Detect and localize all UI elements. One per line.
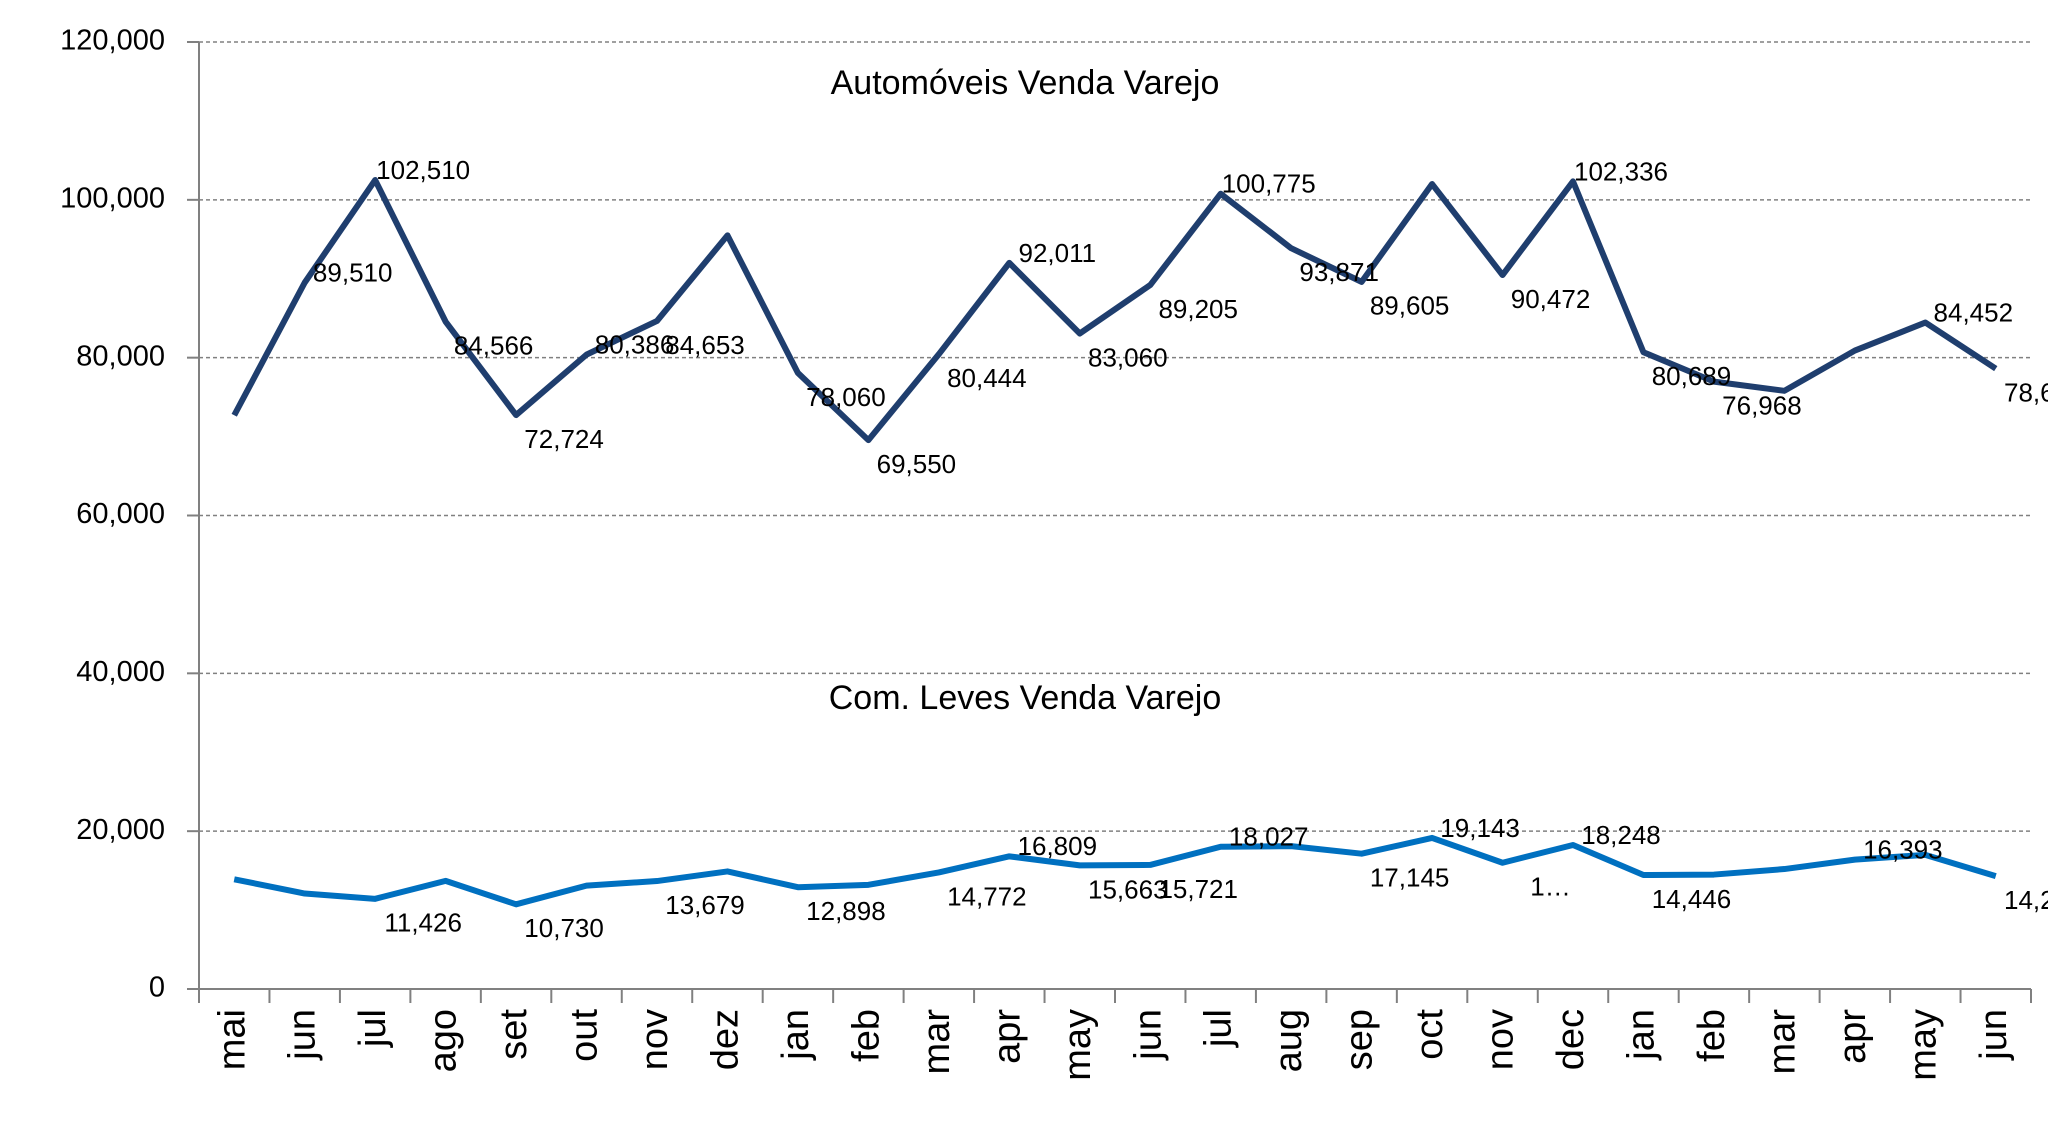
y-tick-label: 120,000: [60, 25, 165, 57]
x-tick-label: dez: [704, 1009, 746, 1070]
data-label: 100,775: [1222, 169, 1316, 199]
x-tick-label: apr: [1832, 1009, 1874, 1064]
data-label: 16,809: [1018, 831, 1098, 861]
x-tick-label: may: [1057, 1009, 1099, 1081]
data-label: 14,446: [1652, 884, 1732, 914]
data-label: 15,663: [1088, 874, 1168, 904]
data-label: 80,689: [1652, 361, 1732, 391]
data-label: 78,060: [806, 382, 886, 412]
x-tick-label: jan: [775, 1009, 817, 1061]
x-tick-label: ago: [423, 1009, 465, 1072]
data-label: 17,145: [1370, 863, 1450, 893]
data-label: 89,205: [1158, 294, 1238, 324]
data-label: 84,452: [1934, 297, 2014, 327]
x-tick-label: sep: [1339, 1009, 1381, 1070]
data-label: 10,730: [524, 913, 604, 943]
data-label: 18,027: [1229, 822, 1309, 852]
x-tick-label: jun: [282, 1009, 324, 1061]
data-label: 15,721: [1158, 874, 1238, 904]
x-tick-label: dec: [1550, 1009, 1592, 1070]
x-tick-label: jun: [1973, 1009, 2015, 1061]
x-tick-label: mai: [211, 1009, 253, 1070]
x-tick-label: jul: [352, 1009, 394, 1048]
y-tick-label: 0: [149, 972, 165, 1004]
data-label: 18,248: [1581, 820, 1661, 850]
data-label: 12,898: [806, 896, 886, 926]
data-label: 14,297: [2004, 885, 2048, 915]
data-label: 84,653: [665, 330, 745, 360]
y-tick-label: 100,000: [60, 182, 165, 214]
data-label: 90,472: [1511, 284, 1591, 314]
y-tick-label: 80,000: [76, 340, 165, 372]
data-label: 72,724: [524, 424, 604, 454]
data-label: 16,393: [1863, 835, 1943, 865]
x-tick-label: mar: [916, 1009, 958, 1075]
data-label: 11,426: [384, 908, 462, 938]
data-label: 93,871: [1299, 257, 1379, 287]
data-label: 19,143: [1440, 813, 1520, 843]
data-label: 80,444: [947, 363, 1027, 393]
data-label: 80,386: [595, 329, 675, 359]
x-tick-label: apr: [986, 1009, 1028, 1064]
x-tick-label: jul: [1198, 1009, 1240, 1048]
series-line: [231, 177, 1998, 444]
x-tick-label: oct: [1409, 1009, 1451, 1060]
data-label: 102,510: [376, 155, 470, 185]
data-label: 102,336: [1574, 156, 1668, 186]
x-tick-label: feb: [845, 1009, 887, 1062]
x-tick-label: mar: [1761, 1009, 1803, 1075]
series-line: [233, 834, 1997, 908]
y-tick-label: 60,000: [76, 498, 165, 530]
x-tick-label: nov: [634, 1009, 676, 1070]
y-tick-label: 40,000: [76, 656, 165, 688]
data-label: 69,550: [877, 449, 957, 479]
data-label: 78,609: [2004, 378, 2048, 408]
data-label: 84,566: [454, 331, 534, 361]
data-label: 13,679: [665, 890, 745, 920]
x-tick-label: out: [564, 1009, 606, 1062]
series-name: Automóveis Venda Varejo: [831, 64, 1220, 102]
data-label: 1…: [1530, 872, 1570, 902]
data-label: 14,772: [947, 881, 1027, 911]
data-label: 92,011: [1019, 238, 1097, 268]
data-label: 89,510: [313, 257, 393, 287]
data-label: 76,968: [1722, 390, 1802, 420]
data-label: 83,060: [1088, 342, 1168, 372]
data-label: 89,605: [1370, 291, 1450, 321]
x-tick-label: jan: [1620, 1009, 1662, 1061]
x-tick-label: nov: [1480, 1009, 1522, 1070]
x-tick-label: aug: [1268, 1009, 1310, 1072]
x-tick-label: jun: [1127, 1009, 1169, 1061]
x-tick-label: set: [493, 1009, 535, 1060]
x-tick-label: feb: [1691, 1009, 1733, 1062]
y-tick-label: 20,000: [76, 814, 165, 846]
x-tick-label: may: [1902, 1009, 1944, 1081]
series-name: Com. Leves Venda Varejo: [829, 679, 1222, 717]
